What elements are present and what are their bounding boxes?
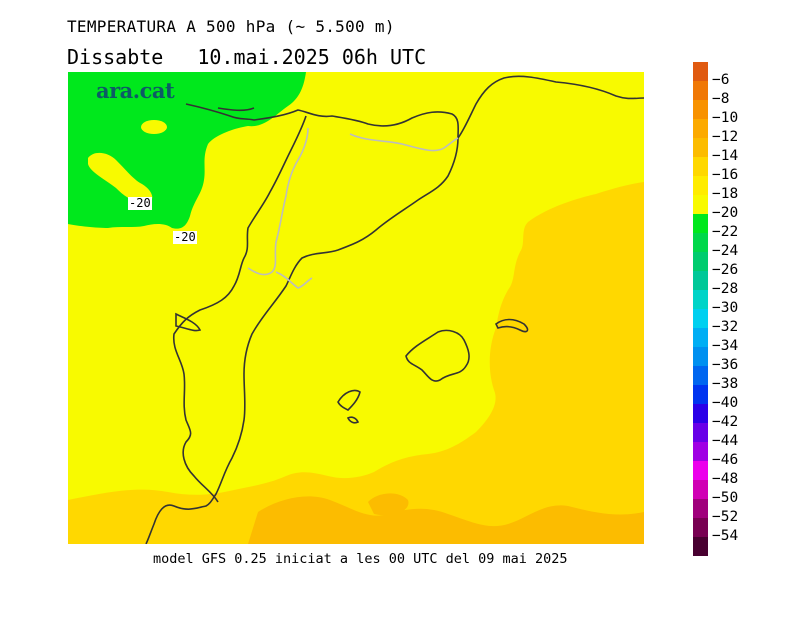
coastline [457, 75, 644, 139]
colorbar-swatch [693, 271, 708, 290]
colorbar-swatch [693, 252, 708, 271]
colorbar-swatch [693, 328, 708, 347]
colorbar-tick-label: −38 [712, 376, 739, 392]
mid-temperature-island [141, 120, 167, 134]
colorbar-tick-label: −54 [712, 528, 739, 544]
colorbar-tick-label: −26 [712, 262, 739, 278]
model-footer: model GFS 0.25 iniciat a les 00 UTC del … [153, 551, 568, 567]
colorbar-tick-label: −16 [712, 167, 739, 183]
isotherm-label: -20 [173, 230, 197, 244]
colorbar-swatch [693, 176, 708, 195]
national-border [175, 312, 202, 332]
national-border [217, 107, 255, 112]
warm-temperature-field [68, 182, 644, 544]
colorbar-tick-label: −36 [712, 357, 739, 373]
colorbar-tick-label: −18 [712, 186, 739, 202]
colorbar-tick-label: −14 [712, 148, 739, 164]
colorbar-tick-label: −10 [712, 110, 739, 126]
island-formentera [346, 416, 360, 424]
colorbar-tick-label: −6 [712, 72, 730, 88]
datetime-label: 10.mai.2025 06h UTC [197, 45, 427, 69]
colorbar-tick-label: −46 [712, 452, 739, 468]
colorbar-tick-label: −40 [712, 395, 739, 411]
warmest-temperature-patch [368, 493, 409, 516]
colorbar-tick-label: −8 [712, 91, 730, 107]
chart-title: TEMPERATURA A 500 hPa (~ 5.500 m) [67, 17, 395, 36]
island-menorca [494, 318, 529, 333]
colorbar-tick-label: −34 [712, 338, 739, 354]
colorbar-swatch [693, 385, 708, 404]
national-border [172, 115, 307, 503]
colorbar-swatch [693, 62, 708, 81]
colorbar-tick-label: −48 [712, 471, 739, 487]
island-mallorca [405, 329, 470, 382]
colorbar-tick-label: −30 [712, 300, 739, 316]
colorbar-tick-label: −52 [712, 509, 739, 525]
colorbar-swatch [693, 499, 708, 518]
colorbar-swatch [693, 100, 708, 119]
colorbar-tick-label: −44 [712, 433, 739, 449]
colorbar-swatch [693, 138, 708, 157]
colorbar-tick-label: −50 [712, 490, 739, 506]
isotherm-label: -20 [128, 196, 152, 210]
day-label: Dissabte [67, 45, 164, 69]
colorbar-swatch [693, 157, 708, 176]
regional-border [275, 271, 313, 289]
colorbar-tick-label: −32 [712, 319, 739, 335]
colorbar-swatch [693, 366, 708, 385]
island-eivissa [337, 389, 361, 411]
colorbar-swatch [693, 309, 708, 328]
warmest-temperature-patch [248, 496, 644, 544]
colorbar-swatch [693, 404, 708, 423]
colorbar-swatch [693, 119, 708, 138]
colorbar-tick-label: −22 [712, 224, 739, 240]
colorbar-swatch [693, 442, 708, 461]
colorbar-swatch [693, 537, 708, 556]
regional-border [247, 127, 309, 276]
colorbar-swatch [693, 347, 708, 366]
colorbar-tick-label: −12 [712, 129, 739, 145]
colorbar-swatch [693, 480, 708, 499]
colorbar-swatch [693, 518, 708, 537]
temperature-colorbar [693, 62, 708, 556]
regional-border [349, 133, 459, 152]
colorbar-swatch [693, 195, 708, 214]
valid-time: Dissabte 10.mai.2025 06h UTC [67, 45, 460, 69]
colorbar-swatch [693, 233, 708, 252]
colorbar-swatch [693, 423, 708, 442]
mid-temperature-island [88, 152, 153, 203]
map-svg [68, 72, 644, 544]
colorbar-swatch [693, 81, 708, 100]
temperature-map [68, 72, 644, 544]
colorbar-swatch [693, 214, 708, 233]
colorbar-tick-label: −42 [712, 414, 739, 430]
coastline [145, 103, 460, 544]
ara-cat-logo: ara.cat [96, 78, 175, 103]
colorbar-tick-label: −20 [712, 205, 739, 221]
colorbar-tick-label: −24 [712, 243, 739, 259]
colorbar-swatch [693, 461, 708, 480]
colorbar-swatch [693, 290, 708, 309]
colorbar-tick-label: −28 [712, 281, 739, 297]
